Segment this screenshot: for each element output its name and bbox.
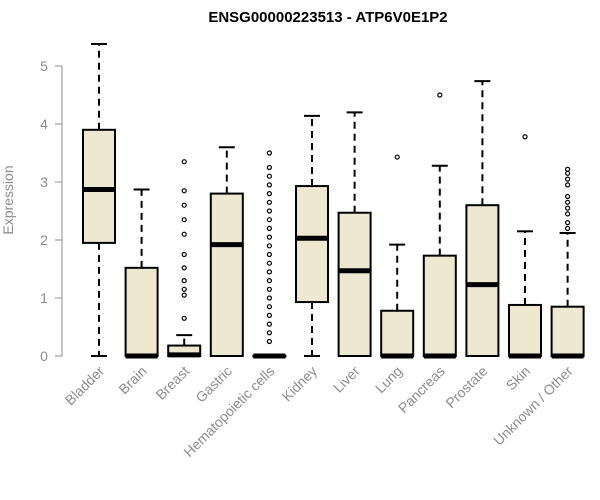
outlier-point bbox=[266, 225, 272, 231]
box-hematopoietic-cells bbox=[252, 150, 287, 359]
outlier-point bbox=[437, 92, 443, 98]
outlier-point bbox=[181, 278, 187, 284]
outlier-point bbox=[181, 217, 187, 223]
iqr-box bbox=[422, 254, 457, 357]
outlier-point bbox=[181, 231, 187, 237]
outlier-point bbox=[266, 191, 272, 197]
y-tick-label-2: 2 bbox=[40, 232, 48, 248]
outlier-point bbox=[564, 176, 571, 182]
outlier-point bbox=[266, 312, 272, 318]
outlier-point bbox=[266, 278, 272, 284]
y-tick-label-1: 1 bbox=[40, 290, 48, 306]
outlier-point bbox=[266, 150, 272, 156]
outlier-point bbox=[181, 202, 187, 208]
outlier-point bbox=[266, 199, 272, 205]
iqr-box bbox=[209, 192, 244, 357]
outlier-point bbox=[266, 251, 272, 258]
outlier-point bbox=[266, 330, 272, 336]
category-label-breast: Breast bbox=[152, 363, 192, 403]
box-breast bbox=[167, 159, 202, 358]
y-tick-label-5: 5 bbox=[40, 58, 48, 74]
outlier-point bbox=[564, 225, 571, 231]
y-tick-label-4: 4 bbox=[40, 116, 48, 132]
outlier-point bbox=[564, 199, 571, 205]
outlier-point bbox=[394, 154, 400, 160]
outlier-point bbox=[266, 304, 272, 310]
outlier-point bbox=[266, 295, 272, 301]
box-unknown-other bbox=[550, 166, 585, 359]
y-tick-label-0: 0 bbox=[40, 348, 48, 364]
box-liver bbox=[337, 111, 372, 357]
outlier-point bbox=[564, 220, 571, 226]
outlier-point bbox=[181, 286, 187, 292]
box-pancreas bbox=[422, 92, 457, 359]
category-label-prostate: Prostate bbox=[442, 363, 490, 411]
box-prostate bbox=[465, 80, 500, 357]
outlier-point bbox=[266, 208, 272, 214]
outlier-point bbox=[266, 182, 272, 188]
outlier-point bbox=[266, 321, 272, 327]
box-gastric bbox=[209, 146, 244, 357]
iqr-box bbox=[465, 204, 500, 357]
iqr-box bbox=[337, 211, 372, 357]
y-tick-label-3: 3 bbox=[40, 174, 48, 190]
outlier-point bbox=[266, 269, 272, 275]
category-label-brain: Brain bbox=[115, 363, 149, 397]
category-label-liver: Liver bbox=[330, 363, 363, 396]
outlier-point bbox=[564, 166, 571, 172]
box-kidney bbox=[295, 114, 329, 357]
y-axis: 0 1 2 3 4 5 bbox=[40, 58, 63, 364]
outlier-point bbox=[564, 193, 571, 200]
boxes bbox=[82, 42, 585, 359]
box-bladder bbox=[82, 42, 116, 357]
y-axis-label: Expression bbox=[0, 165, 16, 234]
chart-title: ENSG00000223513 - ATP6V0E1P2 bbox=[208, 9, 447, 26]
category-label-pancreas: Pancreas bbox=[395, 363, 448, 416]
box-brain bbox=[124, 188, 159, 359]
outlier-point bbox=[266, 164, 272, 171]
outlier-point bbox=[522, 134, 528, 140]
category-label-kidney: Kidney bbox=[279, 363, 321, 405]
outlier-point bbox=[266, 286, 272, 292]
outlier-point bbox=[564, 211, 571, 217]
category-label-gastric: Gastric bbox=[192, 363, 235, 406]
category-label-unknown-other: Unknown / Other bbox=[490, 363, 576, 449]
outlier-point bbox=[181, 315, 187, 321]
outlier-point bbox=[181, 159, 187, 165]
outlier-point bbox=[266, 173, 272, 179]
outlier-point bbox=[266, 234, 272, 240]
iqr-box bbox=[380, 309, 415, 358]
outlier-point bbox=[266, 260, 272, 266]
category-label-bladder: Bladder bbox=[62, 363, 108, 409]
outlier-point bbox=[181, 188, 187, 194]
outlier-point bbox=[266, 217, 272, 223]
outlier-point bbox=[181, 265, 187, 271]
outlier-point bbox=[181, 292, 187, 298]
iqr-box bbox=[124, 266, 159, 357]
outlier-point bbox=[564, 170, 571, 176]
box-lung bbox=[380, 154, 415, 359]
iqr-box bbox=[295, 185, 329, 304]
category-label-skin: Skin bbox=[503, 363, 534, 394]
iqr-box bbox=[508, 303, 542, 357]
outlier-point bbox=[266, 243, 272, 249]
iqr-box bbox=[82, 128, 116, 244]
outlier-point bbox=[181, 251, 187, 258]
box-skin bbox=[508, 134, 542, 359]
outlier-point bbox=[564, 182, 571, 188]
category-label-lung: Lung bbox=[372, 363, 405, 396]
iqr-box bbox=[550, 305, 585, 358]
outlier-point bbox=[564, 205, 571, 211]
outlier-point bbox=[266, 338, 272, 345]
